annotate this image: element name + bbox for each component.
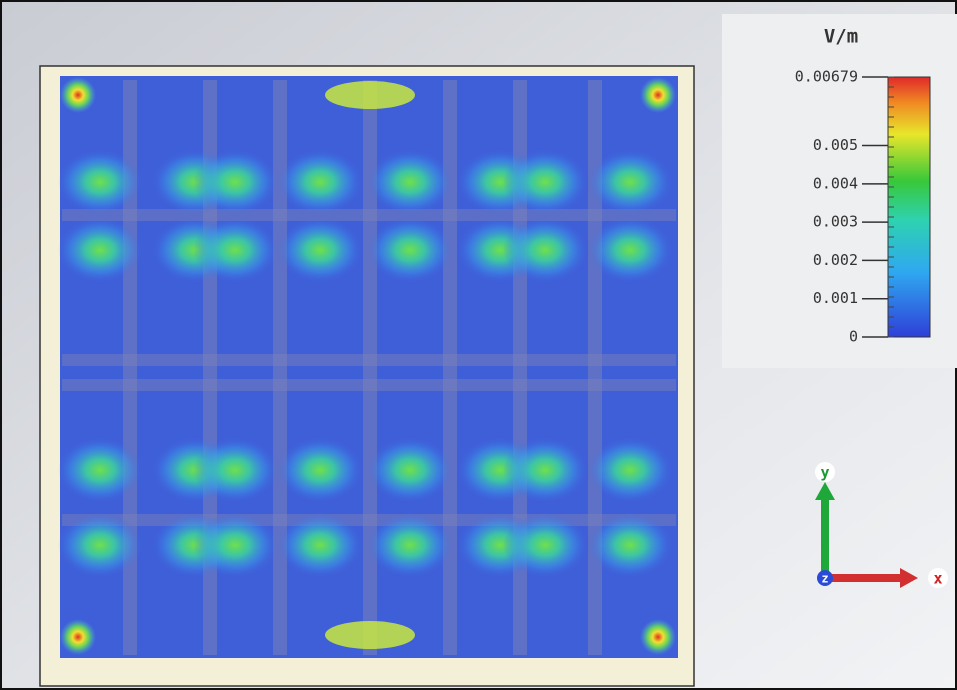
hotspot <box>368 513 452 577</box>
hotspot-edge <box>325 621 415 649</box>
tick-label: 0.00679 <box>795 68 858 86</box>
hotspot-corner <box>640 77 676 113</box>
hotspot <box>503 438 587 502</box>
strip <box>588 80 602 655</box>
strip <box>62 514 676 526</box>
tick-label: 0.005 <box>813 136 858 154</box>
z-label: z <box>821 572 828 586</box>
hotspot-corner <box>60 619 96 655</box>
hotspot <box>368 150 452 214</box>
hotspot <box>278 513 362 577</box>
hotspot-corner <box>60 77 96 113</box>
hotspot <box>278 438 362 502</box>
hotspot <box>58 513 142 577</box>
hotspot-edge <box>325 81 415 109</box>
tick-label: 0.001 <box>813 289 858 307</box>
hotspot <box>588 150 672 214</box>
x-label: x <box>933 570 942 588</box>
x-badge <box>928 568 948 588</box>
x-arrow-head <box>900 568 918 588</box>
strip <box>443 80 457 655</box>
strip <box>363 80 377 655</box>
hotspot <box>193 150 277 214</box>
colorbar-ticks: 0.00679 0.005 0.004 0.003 0.002 0.001 0 <box>795 68 894 346</box>
tick-label: 0 <box>849 328 858 346</box>
axes-triad: y z x <box>815 462 948 588</box>
colorbar-title: V/m <box>824 26 858 48</box>
hotspot <box>58 150 142 214</box>
hotspot <box>193 438 277 502</box>
tick-label: 0.002 <box>813 251 858 269</box>
hotspot <box>503 218 587 282</box>
tick-label: 0.004 <box>813 174 858 192</box>
tick-label: 0.003 <box>813 213 858 231</box>
field-plot <box>39 65 695 687</box>
hotspot <box>588 513 672 577</box>
x-arrow <box>830 574 902 582</box>
strip <box>62 354 676 366</box>
z-badge <box>817 570 833 586</box>
y-arrow-head <box>815 482 835 500</box>
hotspot <box>278 218 362 282</box>
hotspot <box>193 218 277 282</box>
hotspot <box>58 438 142 502</box>
strip <box>62 209 676 221</box>
hotspot <box>193 513 277 577</box>
hotspot <box>368 438 452 502</box>
y-label: y <box>820 464 829 482</box>
hotspot <box>588 218 672 282</box>
y-badge <box>815 462 835 482</box>
strip <box>273 80 287 655</box>
hotspot-corner <box>640 619 676 655</box>
hotspot <box>368 218 452 282</box>
hotspot <box>588 438 672 502</box>
hotspot <box>278 150 362 214</box>
strip <box>62 379 676 391</box>
strip <box>123 80 137 655</box>
colorbar <box>887 76 931 338</box>
hotspot <box>503 513 587 577</box>
hotspot <box>503 150 587 214</box>
y-arrow <box>821 495 829 575</box>
hotspot <box>58 218 142 282</box>
